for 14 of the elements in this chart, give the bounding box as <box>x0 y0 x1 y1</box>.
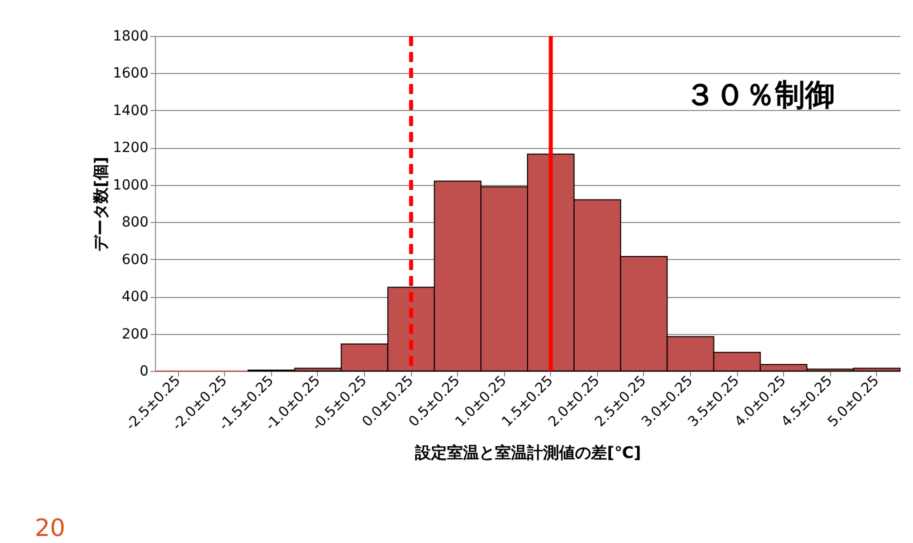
y-axis-title: データ数[個] <box>90 156 110 252</box>
x-axis-title: 設定室温と室温計測値の差[℃] <box>414 443 641 462</box>
y-tick-label: 800 <box>122 214 148 231</box>
y-tick-label: 600 <box>122 252 148 268</box>
y-tick-label: 1600 <box>112 66 148 82</box>
y-tick-label: 1800 <box>112 28 148 44</box>
y-tick-label: 0 <box>140 364 148 380</box>
y-tick-label: 400 <box>122 289 148 306</box>
y-tick-label: 1400 <box>112 102 148 119</box>
annotation: ３０％制御 <box>685 78 835 113</box>
y-tick-label: 1200 <box>112 140 148 156</box>
y-tick-label: 1000 <box>112 177 148 194</box>
y-tick-label: 200 <box>122 326 148 342</box>
text: 20 <box>34 514 66 542</box>
